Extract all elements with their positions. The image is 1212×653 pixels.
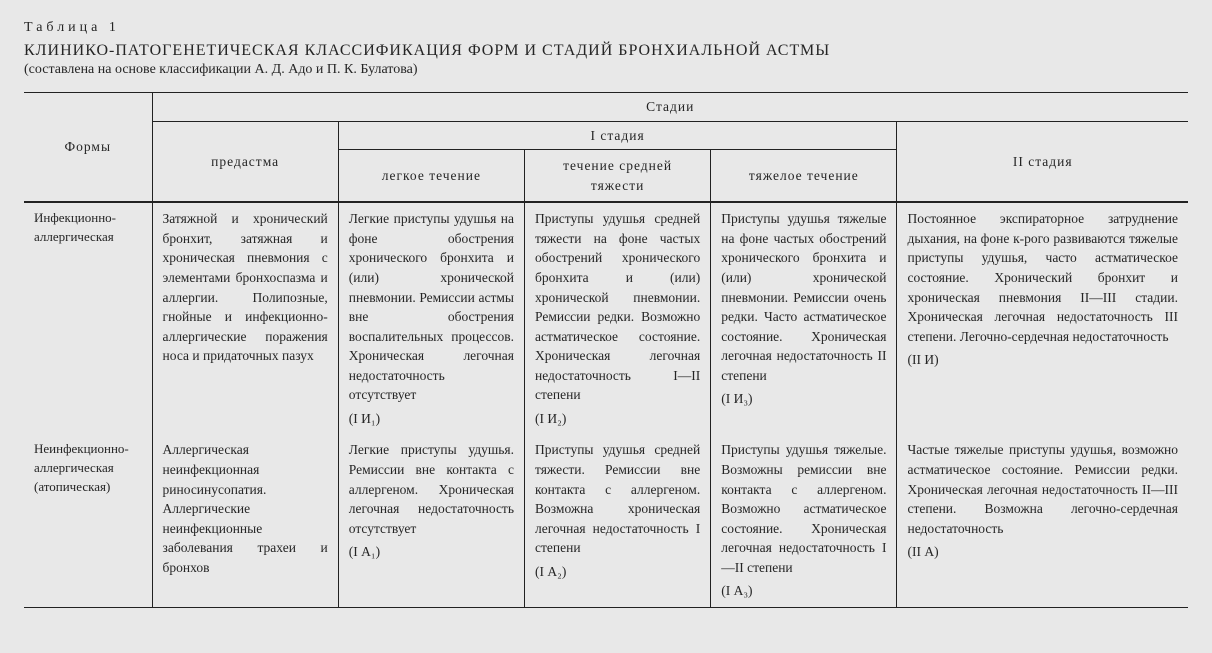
page-subtitle: (составлена на основе классификации А. Д…: [24, 62, 1188, 78]
col-stage1: I стадия: [338, 121, 897, 150]
cell-code: (II И): [907, 350, 1178, 370]
cell-text: Частые тяжелые приступы удушья, возможно…: [907, 442, 1178, 535]
col-stage2: II стадия: [897, 121, 1188, 202]
cell-mild: Легкие приступы удушья на фоне обострени…: [338, 202, 524, 434]
cell-code: (I И₂): [535, 409, 700, 429]
col-preasthma: предастма: [152, 121, 338, 202]
cell-text: Приступы удушья тяжелые. Возможны ремисс…: [721, 442, 886, 574]
col-forms: Формы: [24, 93, 152, 203]
col-severe: тяжелое течение: [711, 150, 897, 203]
table-number: Таблица 1: [24, 20, 1188, 36]
col-mild: легкое течение: [338, 150, 524, 203]
cell-text: Приступы удушья средней тяжести на фоне …: [535, 211, 700, 402]
cell-preasthma: Затяжной и хронический бронхит, затяжная…: [152, 202, 338, 434]
classification-table: Формы Стадии предастма I стадия II стади…: [24, 92, 1188, 608]
cell-code: (I И₃): [721, 389, 886, 409]
cell-severe: Приступы удушья тяжелые на фоне частых о…: [711, 202, 897, 434]
form-label: Неинфекционно-аллергическая (атопическая…: [24, 434, 152, 607]
cell-text: Приступы удушья тяжелые на фоне частых о…: [721, 211, 886, 383]
cell-text: Легкие приступы удушья. Ремиссии вне кон…: [349, 442, 514, 535]
cell-code: (I А₁): [349, 542, 514, 562]
col-stages: Стадии: [152, 93, 1188, 122]
cell-mild: Легкие приступы удушья. Ремиссии вне кон…: [338, 434, 524, 607]
cell-text: Приступы удушья средней тяжести. Ремисси…: [535, 442, 700, 555]
cell-stage2: Частые тяжелые приступы удушья, возможно…: [897, 434, 1188, 607]
cell-code: (I И₁): [349, 409, 514, 429]
cell-text: Постоянное экспираторное затруднение дых…: [907, 211, 1178, 343]
cell-severe: Приступы удушья тяжелые. Возможны ремисс…: [711, 434, 897, 607]
page-title: КЛИНИКО-ПАТОГЕНЕТИЧЕСКАЯ КЛАССИФИКАЦИЯ Ф…: [24, 42, 1188, 60]
cell-preasthma: Аллергическая неинфекционная риносинусоп…: [152, 434, 338, 607]
table-row: Инфекционно-аллергическая Затяжной и хро…: [24, 202, 1188, 434]
cell-text: Легкие приступы удушья на фоне обострени…: [349, 211, 514, 402]
cell-code: (I А₂): [535, 562, 700, 582]
table-row: Неинфекционно-аллергическая (атопическая…: [24, 434, 1188, 607]
cell-moderate: Приступы удушья средней тяжести на фоне …: [525, 202, 711, 434]
cell-code: (II А): [907, 542, 1178, 562]
cell-code: (I А₃): [721, 581, 886, 601]
form-label: Инфекционно-аллергическая: [24, 202, 152, 434]
cell-stage2: Постоянное экспираторное затруднение дых…: [897, 202, 1188, 434]
col-moderate: течение средней тяжести: [525, 150, 711, 203]
cell-moderate: Приступы удушья средней тяжести. Ремисси…: [525, 434, 711, 607]
